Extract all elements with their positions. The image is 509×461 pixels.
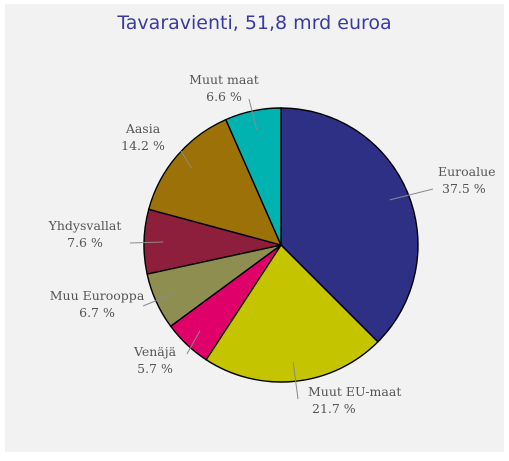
slice-label: Muut EU-maat xyxy=(308,384,401,399)
leader-line xyxy=(142,293,174,307)
slice-value-label: 14.2 % xyxy=(121,138,165,153)
pie-slice-aasia xyxy=(147,118,283,247)
slice-value-label: 6.7 % xyxy=(79,305,115,320)
leader-line xyxy=(389,188,434,201)
slice-label: Euroalue xyxy=(438,164,496,179)
chart-title: Tavaravienti, 51,8 mrd euroa xyxy=(117,12,392,34)
slice-label: Venäjä xyxy=(133,344,177,359)
slice-label: Aasia xyxy=(125,121,161,136)
slice-value-label: 6.6 % xyxy=(206,89,242,104)
pie-slice-muut-eu-maat xyxy=(205,243,379,383)
leader-line xyxy=(292,362,299,400)
chart-panel: Tavaravienti, 51,8 mrd euroa Euroalue 37.… xyxy=(5,4,504,452)
slice-label: Yhdysvallat xyxy=(48,218,122,233)
pie-slice-euroalue xyxy=(280,107,419,343)
leader-line xyxy=(186,330,201,355)
slice-label: Muu Eurooppa xyxy=(50,288,145,303)
slice-value-label: 7.6 % xyxy=(67,235,103,250)
pie-chart: Euroalue 37.5 % Muut EU-maat 21.7 % Venäjä 5.… xyxy=(48,72,496,416)
leader-line xyxy=(248,98,258,130)
slice-value-label: 37.5 % xyxy=(442,181,486,196)
slice-label: Muut maat xyxy=(189,72,259,87)
slice-value-label: 5.7 % xyxy=(137,361,173,376)
pie-slice-muut-maat xyxy=(224,107,282,246)
leader-line xyxy=(180,150,193,169)
leader-line xyxy=(129,241,164,244)
slice-value-label: 21.7 % xyxy=(312,401,356,416)
